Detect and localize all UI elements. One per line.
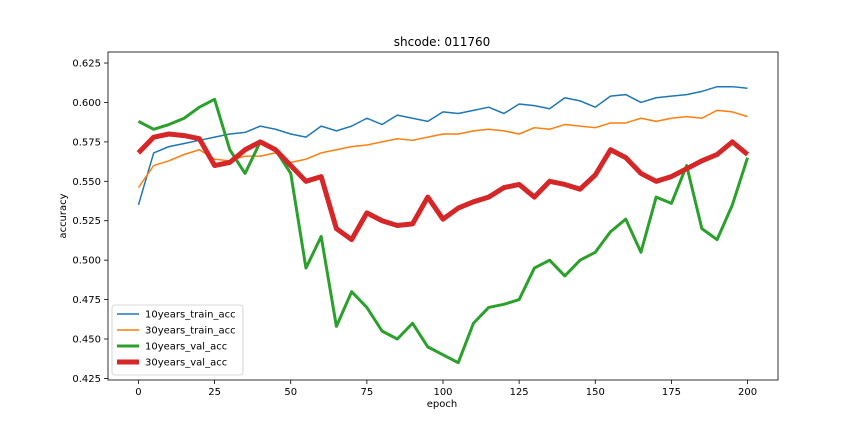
y-tick-label: 0.500 xyxy=(72,256,101,267)
y-tick-label: 0.475 xyxy=(72,295,101,306)
x-tick-label: 200 xyxy=(738,387,757,398)
series-line-1 xyxy=(137,85,748,206)
x-tick-label: 125 xyxy=(510,387,529,398)
legend: 10years_train_acc 30years_train_acc 10year… xyxy=(111,304,244,376)
y-tick-label: 0.575 xyxy=(72,137,101,148)
series-line-4 xyxy=(136,131,750,243)
x-tick-label: 0 xyxy=(135,387,141,398)
x-axis-label: epoch xyxy=(427,399,457,410)
x-axis-ticks: 0 25 50 75 100 125 150 175 200 xyxy=(135,380,757,398)
y-tick-label: 0.600 xyxy=(72,98,101,109)
x-tick-label: 175 xyxy=(662,387,681,398)
series-line-3 xyxy=(137,97,749,365)
legend-label-3: 10years_val_acc xyxy=(145,342,227,353)
y-axis-ticks: 0.425 0.450 0.475 0.500 0.525 0.550 0.575 0.600… xyxy=(72,59,108,385)
y-axis-label: accuracy xyxy=(58,193,69,238)
y-tick-label: 0.625 xyxy=(72,59,101,70)
x-tick-label: 150 xyxy=(586,387,605,398)
x-tick-label: 25 xyxy=(208,387,221,398)
y-tick-label: 0.450 xyxy=(72,335,101,346)
x-tick-label: 75 xyxy=(360,387,373,398)
legend-label-2: 30years_train_acc xyxy=(145,326,236,337)
y-tick-label: 0.425 xyxy=(72,374,101,385)
series-layer xyxy=(136,85,750,365)
legend-frame xyxy=(111,304,244,376)
y-tick-label: 0.525 xyxy=(72,216,101,227)
legend-label-1: 10years_train_acc xyxy=(145,310,236,321)
x-tick-label: 100 xyxy=(433,387,452,398)
x-tick-label: 50 xyxy=(284,387,297,398)
y-tick-label: 0.550 xyxy=(72,177,101,188)
legend-label-4: 30years_val_acc xyxy=(145,358,227,369)
series-line-2 xyxy=(137,109,748,189)
chart-title: shcode: 011760 xyxy=(394,35,490,49)
